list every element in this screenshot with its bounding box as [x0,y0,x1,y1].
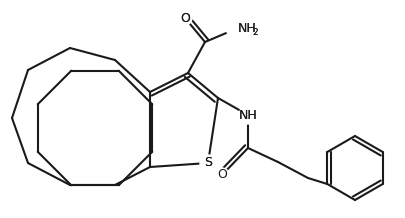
Text: O: O [180,12,190,24]
Circle shape [226,19,243,37]
Circle shape [239,106,256,124]
Text: S: S [203,157,211,170]
Text: NH: NH [238,109,257,121]
Text: 2: 2 [252,27,257,36]
Text: S: S [203,157,211,170]
Text: O: O [180,12,190,24]
Text: O: O [217,169,226,182]
Circle shape [177,11,192,25]
Circle shape [200,155,215,171]
Text: NH: NH [237,22,256,34]
Text: 2: 2 [252,27,257,36]
Circle shape [215,168,228,182]
Text: NH: NH [238,109,257,121]
Text: NH: NH [237,22,256,34]
